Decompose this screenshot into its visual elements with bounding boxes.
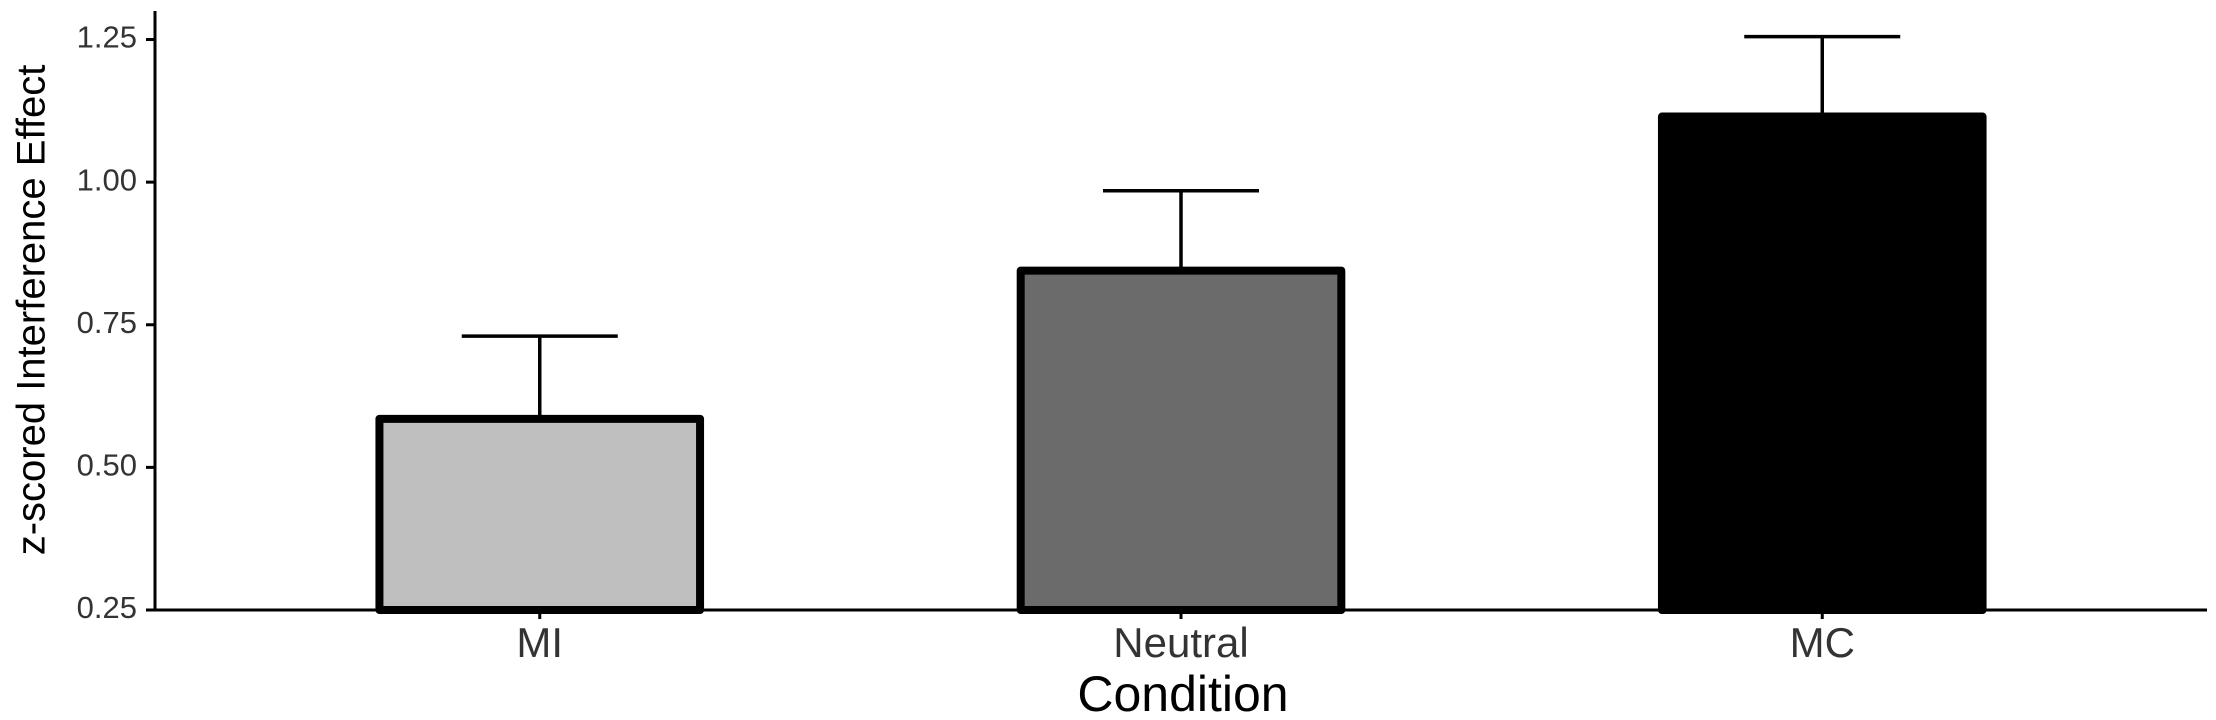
y-tick-label: 0.25 (77, 590, 137, 625)
y-axis-title: z-scored Interference Effect (10, 65, 54, 556)
bar (1016, 266, 1346, 614)
y-tick-label: 0.50 (77, 448, 137, 483)
bar (1657, 112, 1987, 615)
x-tick-label: MI (516, 619, 563, 666)
x-axis-title: Condition (1077, 666, 1288, 720)
x-tick-label: MC (1790, 619, 1855, 666)
y-tick-label: 1.00 (77, 162, 137, 197)
y-tick-label: 1.25 (77, 20, 137, 55)
bar (375, 414, 705, 614)
x-tick-label: Neutral (1113, 619, 1248, 666)
y-tick-label: 0.75 (77, 305, 137, 340)
